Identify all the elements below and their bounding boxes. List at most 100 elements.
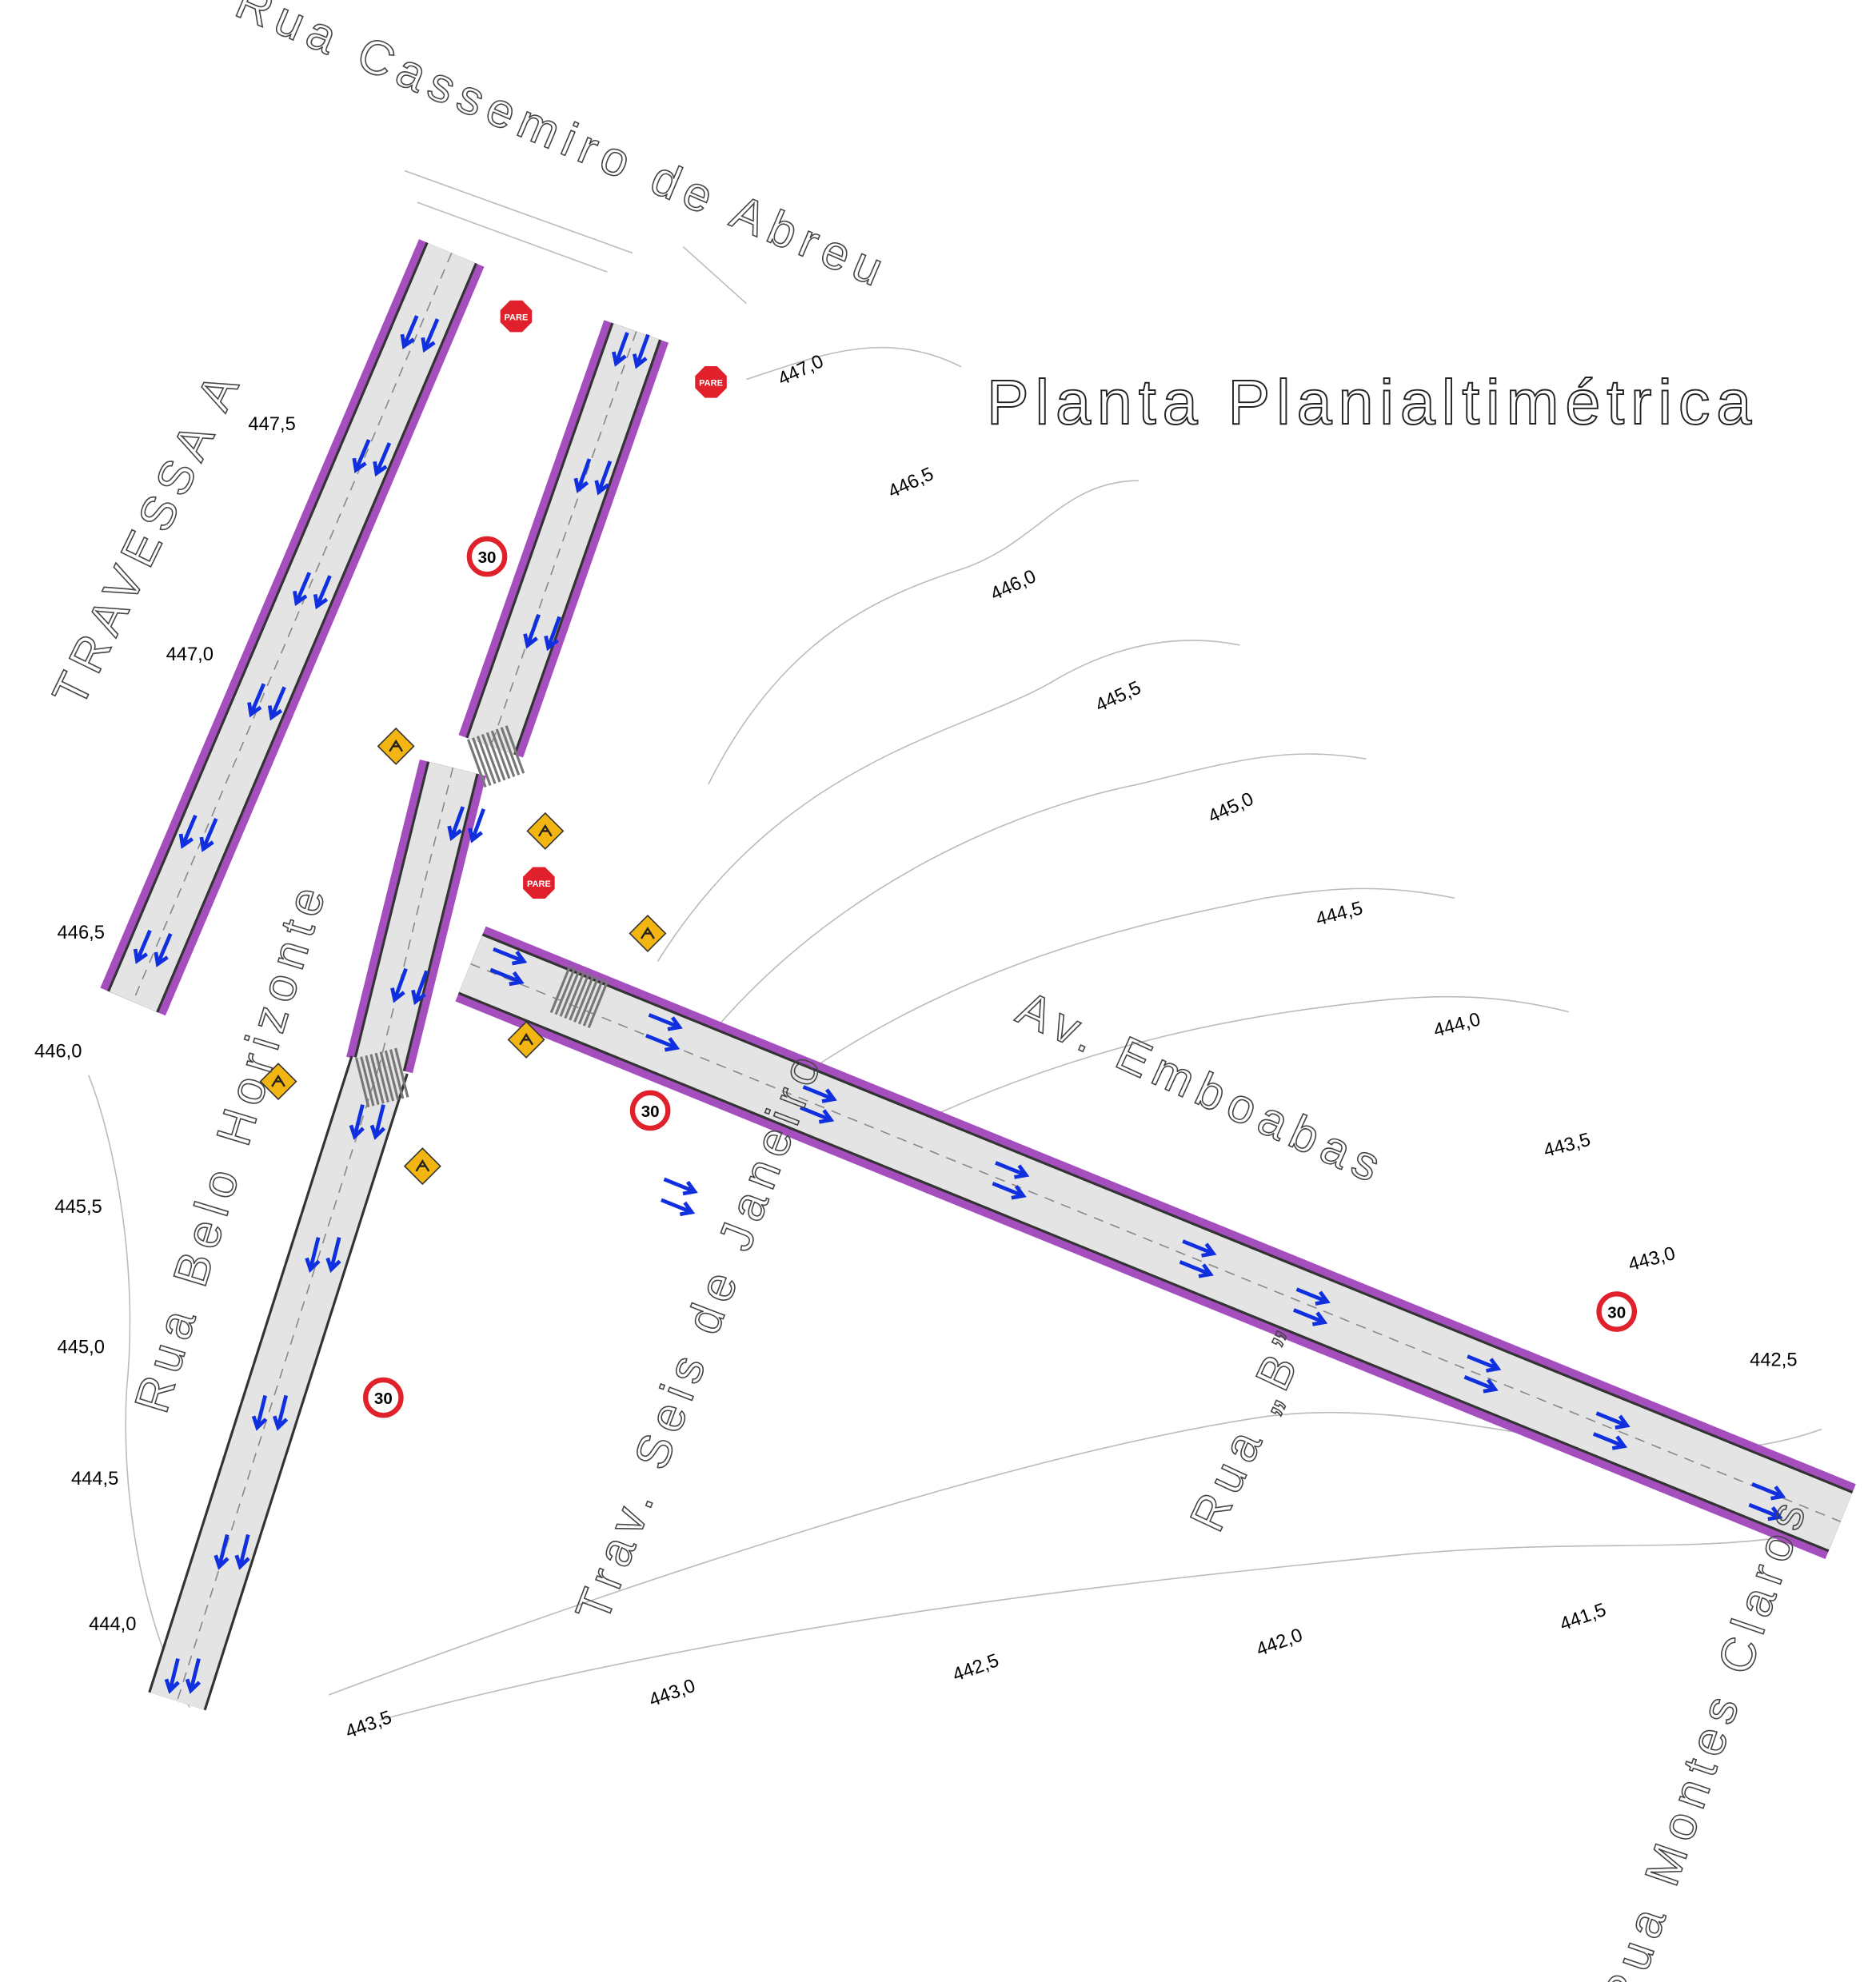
- pedestrian-icon: [415, 1159, 430, 1172]
- speed-sign-shape: [1596, 1291, 1638, 1332]
- contour-line: [746, 346, 962, 381]
- crosswalk-stripe: [389, 1049, 405, 1099]
- arrow: [267, 686, 286, 721]
- arrow: [154, 932, 173, 967]
- stop-sign-shape: [521, 865, 557, 900]
- arrow: [573, 458, 592, 493]
- speed-sign: 30: [363, 1377, 404, 1418]
- contour-label: 446,5: [58, 923, 105, 943]
- crosswalk-stripe: [505, 725, 525, 774]
- contour-label: 444,5: [71, 1469, 118, 1489]
- arrow-pair: [1292, 1287, 1331, 1326]
- pedestrian-icon: [389, 739, 404, 752]
- arrow: [594, 460, 613, 496]
- arrow: [802, 1085, 837, 1103]
- arrow: [645, 1033, 681, 1052]
- crosswalk-stripe: [582, 978, 605, 1027]
- arrow-pair: [661, 1177, 698, 1217]
- stop-sign-label: PARE: [504, 313, 528, 322]
- arrow-pair: [645, 1013, 683, 1052]
- arrow-pair: [523, 613, 561, 652]
- arrow-pair: [611, 332, 650, 369]
- arrow: [523, 613, 541, 649]
- crosswalk-stripe: [369, 1054, 385, 1104]
- arrow: [1179, 1260, 1214, 1278]
- center-line: [176, 1064, 381, 1701]
- crosswalk-stripe: [394, 1047, 409, 1098]
- contour-line: [379, 1529, 1822, 1721]
- arrow: [493, 947, 528, 966]
- contour-line: [884, 995, 1569, 1139]
- arrow-pair: [247, 683, 286, 721]
- stop-sign: PARE: [521, 865, 557, 900]
- arrow-pair: [1748, 1482, 1786, 1521]
- pedestrian-icon: [641, 926, 655, 939]
- arrow: [251, 1394, 268, 1431]
- crosswalk-stripe: [379, 1051, 395, 1102]
- contour-line: [784, 887, 1455, 1089]
- speed-sign: 30: [629, 1090, 671, 1131]
- arrow-pair: [251, 1394, 289, 1431]
- arrow: [544, 616, 561, 652]
- roadway: [459, 935, 1853, 1550]
- stop-sign-label: PARE: [527, 879, 551, 889]
- crosswalk: [549, 965, 609, 1029]
- arrow-pair: [293, 572, 332, 610]
- arrow: [468, 808, 486, 843]
- arrow: [1751, 1482, 1786, 1501]
- center-line: [490, 331, 637, 747]
- arrow: [373, 442, 392, 477]
- crosswalk-stripe: [569, 972, 590, 1021]
- arrow: [234, 1533, 250, 1570]
- speed-sign: 30: [1596, 1291, 1638, 1332]
- crosswalk-stripe: [485, 732, 506, 781]
- pedestrian-sign: [526, 812, 565, 850]
- arrow: [247, 683, 266, 718]
- contour-line: [657, 640, 1240, 962]
- pedestrian-sign: [629, 915, 667, 953]
- arrow: [1182, 1239, 1217, 1258]
- crosswalk-stripe: [365, 1055, 380, 1106]
- crosswalk-stripe: [374, 1052, 389, 1103]
- arrow: [1467, 1354, 1502, 1373]
- contour-label: 445,5: [54, 1197, 102, 1218]
- crosswalk: [354, 1047, 409, 1108]
- pedestrian-sign: [507, 1020, 545, 1059]
- roads: [100, 239, 1856, 1711]
- arrow-pair: [214, 1533, 250, 1570]
- crosswalk-stripe: [500, 727, 521, 776]
- arrow: [390, 967, 408, 1003]
- arrow: [1295, 1287, 1331, 1306]
- contour-label: 444,0: [89, 1614, 136, 1635]
- contour-label: 445,0: [58, 1338, 105, 1358]
- crosswalk-stripe: [467, 739, 487, 788]
- arrow-pair: [1179, 1239, 1217, 1278]
- crosswalk-stripe: [577, 976, 600, 1025]
- contour-line: [708, 753, 1367, 1038]
- crosswalk-stripe: [554, 967, 577, 1015]
- arrow: [325, 1237, 341, 1273]
- speed-sign: 30: [466, 536, 508, 577]
- arrow: [185, 1657, 202, 1694]
- pedestrian-sign: [403, 1147, 441, 1186]
- stop-sign-shape: [499, 299, 533, 333]
- center-line: [378, 768, 454, 1066]
- arrow: [1463, 1375, 1499, 1394]
- pedestrian-sign: [377, 727, 415, 765]
- pedestrian-sign: [259, 1063, 297, 1101]
- arrow-pair: [573, 458, 613, 496]
- arrow-pair: [992, 1161, 1030, 1200]
- crosswalk: [467, 725, 525, 788]
- crosswalk-stripe: [354, 1057, 370, 1108]
- arrow-pair: [1463, 1354, 1502, 1394]
- speed-sign-label: 30: [374, 1390, 393, 1408]
- traffic-arrows: [133, 315, 1786, 1694]
- crosswalk-stripe: [384, 1050, 400, 1100]
- contour-label: 447,0: [166, 644, 214, 665]
- arrow-pair: [178, 814, 218, 852]
- arrow: [293, 572, 312, 607]
- crosswalk-stripe: [471, 737, 492, 786]
- arrow-pair: [349, 1104, 385, 1140]
- arrow-pair: [133, 929, 173, 967]
